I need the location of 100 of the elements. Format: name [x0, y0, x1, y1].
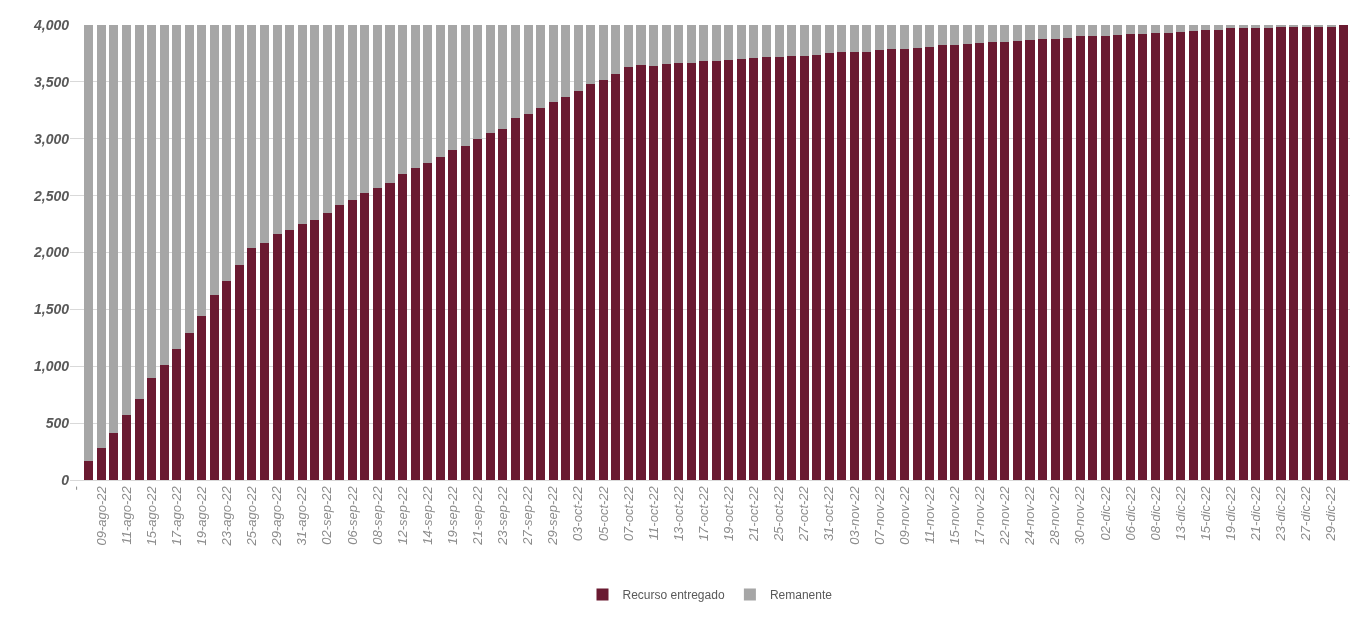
bar: [435, 156, 445, 480]
bar: [234, 25, 244, 266]
bar: [824, 53, 834, 480]
y-tick-label: 1,500: [33, 301, 70, 318]
x-tick-label: 13-dic-22: [1172, 485, 1188, 541]
x-tick-label: 19-dic-22: [1223, 485, 1239, 541]
x-tick-label: 02-sep-22: [319, 485, 335, 545]
bar: [134, 25, 144, 400]
bar: [636, 25, 646, 65]
bar: [561, 25, 571, 97]
x-tick-label: 21-dic-22: [1248, 485, 1264, 542]
x-tick-label: 27-dic-22: [1298, 485, 1314, 542]
legend-label: Recurso entregado: [622, 588, 725, 603]
bar: [536, 108, 546, 480]
x-tick-label: 19-ago-22: [193, 485, 209, 546]
bar: [674, 62, 684, 480]
bar: [824, 25, 834, 54]
bar: [1088, 25, 1098, 37]
bar: [736, 59, 746, 480]
bar: [1138, 25, 1148, 35]
bar: [121, 25, 131, 416]
bar: [523, 25, 533, 114]
x-tick-label: 15-ago-22: [143, 485, 159, 546]
x-tick-label: 17-oct-22: [695, 485, 711, 542]
bar: [1276, 25, 1286, 28]
bar: [1339, 25, 1349, 480]
bar: [1188, 25, 1198, 31]
bar: [611, 25, 621, 74]
bar: [1201, 29, 1211, 480]
bar: [84, 25, 94, 461]
x-tick-label: 17-ago-22: [168, 485, 184, 546]
bar: [272, 25, 282, 235]
bar: [1063, 25, 1073, 38]
bar: [899, 48, 910, 480]
bar: [912, 47, 922, 480]
x-tick-label: 11-oct-22: [645, 485, 661, 541]
bar: [485, 25, 495, 134]
bar: [736, 25, 746, 60]
bar: [837, 25, 847, 53]
bar: [498, 25, 508, 129]
x-tick-label: 06-sep-22: [344, 485, 360, 545]
y-tick-label: 500: [45, 415, 70, 432]
x-tick-label: 31-ago-22: [294, 485, 310, 546]
bar: [1075, 36, 1085, 480]
bar: [259, 243, 270, 480]
bar: [799, 25, 809, 56]
bar: [347, 200, 357, 480]
bar: [899, 25, 910, 49]
bar: [849, 25, 859, 53]
bar: [724, 25, 734, 61]
x-tick-label: 25-oct-22: [771, 485, 787, 543]
x-tick-label: 22-nov-22: [997, 485, 1013, 546]
bar: [1188, 30, 1198, 480]
x-tick-label: 24-nov-22: [1022, 485, 1038, 546]
bar: [109, 433, 119, 480]
bar: [398, 174, 408, 480]
y-tick-label: 2,500: [32, 187, 70, 204]
bar: [285, 229, 295, 480]
bar: [134, 399, 144, 480]
bar: [1251, 28, 1261, 480]
bar: [385, 183, 395, 480]
bar: [460, 25, 470, 146]
bar: [410, 168, 420, 480]
bar: [423, 25, 433, 163]
bar: [674, 25, 684, 63]
bar: [1301, 26, 1311, 480]
bar: [761, 25, 771, 57]
bar: [335, 204, 345, 480]
bar: [1113, 35, 1123, 480]
bar: [649, 25, 659, 66]
bar: [1289, 26, 1299, 480]
bar: [460, 145, 470, 480]
bar: [1201, 25, 1211, 30]
bar: [774, 25, 784, 57]
bar: [1025, 39, 1035, 480]
bar: [561, 96, 571, 480]
x-tick-label: 30-nov-22: [1072, 485, 1088, 545]
y-tick-label: 1,000: [33, 358, 70, 375]
x-tick-label: 28-nov-22: [1047, 485, 1063, 546]
bar: [322, 25, 332, 213]
bar: [699, 25, 709, 62]
y-tick-label: 2,000: [32, 244, 70, 261]
bar: [197, 25, 207, 317]
bar: [1012, 40, 1022, 480]
bar: [1000, 25, 1010, 43]
bar: [222, 280, 232, 480]
x-tick-label: 11-ago-22: [118, 485, 134, 545]
bar: [699, 61, 709, 480]
bar: [197, 316, 207, 480]
bar: [84, 460, 94, 480]
bar: [272, 234, 282, 480]
bar: [385, 25, 395, 184]
bar: [1125, 25, 1135, 35]
x-tick-label: -: [68, 485, 84, 491]
bar: [510, 25, 521, 119]
bar: [774, 56, 784, 480]
bar: [862, 52, 872, 480]
bar: [586, 25, 596, 85]
x-tick-label: 09-nov-22: [896, 485, 912, 545]
bar: [975, 43, 985, 480]
